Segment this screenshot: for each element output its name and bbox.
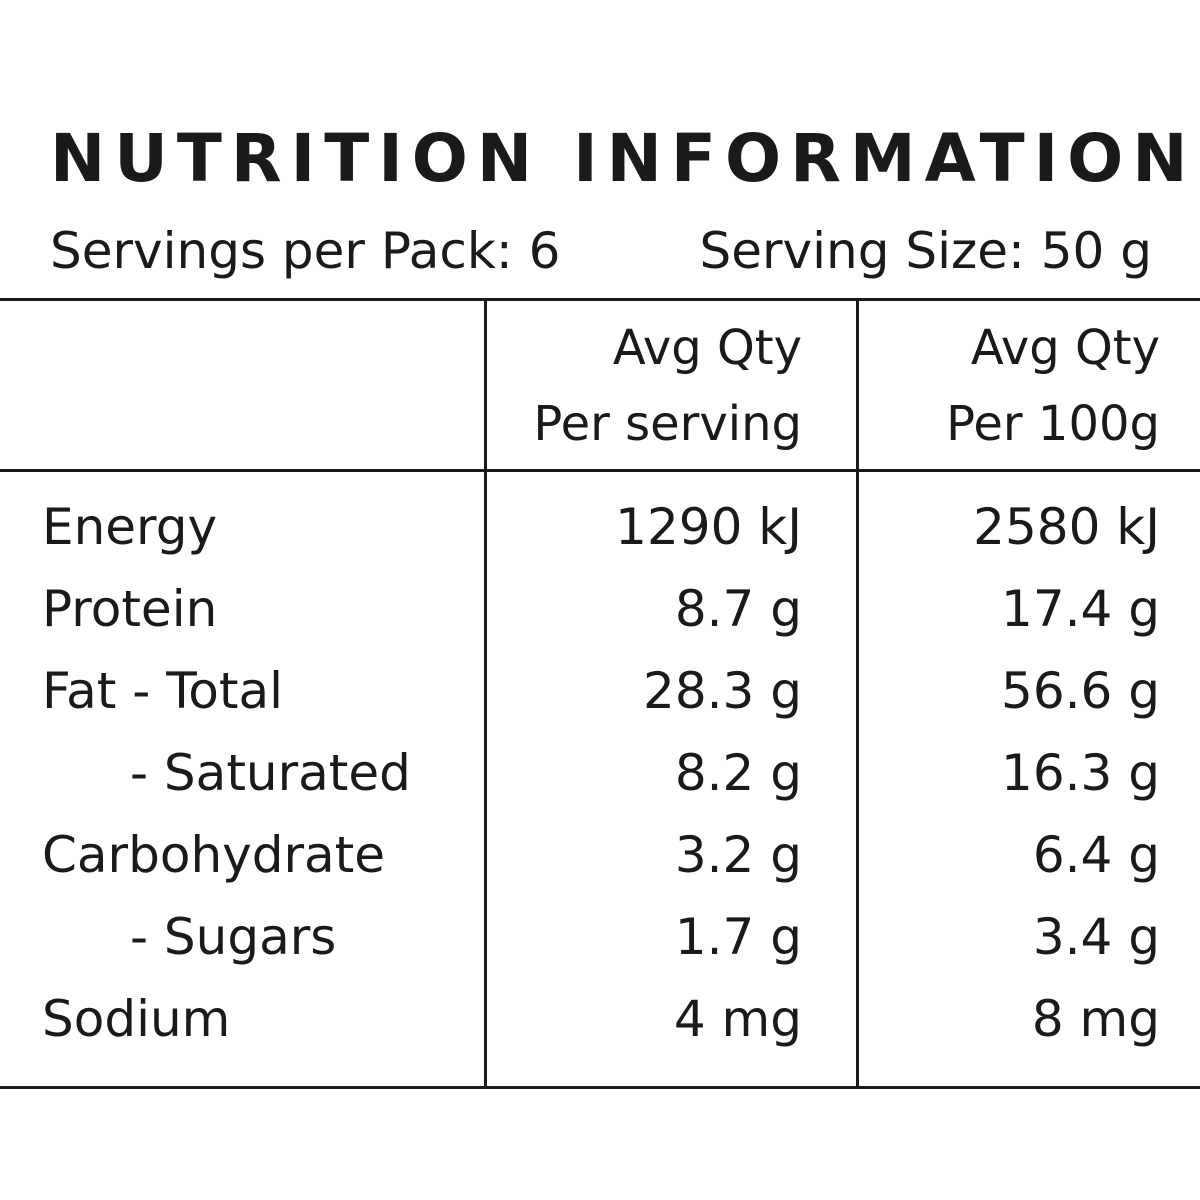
value: 3.2 g xyxy=(674,826,802,884)
serving-size: Serving Size: 50 g xyxy=(699,222,1153,280)
nutrient: Energy xyxy=(42,498,218,556)
nutrient: Carbohydrate xyxy=(42,826,386,884)
column-rule xyxy=(484,300,487,1088)
rule xyxy=(0,469,1200,472)
value: 8 mg xyxy=(1031,990,1160,1048)
column-header: Avg Qty xyxy=(612,320,802,376)
servings: Servings per Pack: 6 xyxy=(50,222,561,280)
value: 56.6 g xyxy=(1001,662,1160,720)
nutrient: - Saturated xyxy=(130,744,411,802)
value: 28.3 g xyxy=(643,662,802,720)
value: 3.4 g xyxy=(1032,908,1160,966)
value: 17.4 g xyxy=(1001,580,1160,638)
value: 8.2 g xyxy=(674,744,802,802)
column-header: Per serving xyxy=(533,396,802,452)
column-header: Avg Qty xyxy=(970,320,1160,376)
nutrient: Fat - Total xyxy=(42,662,284,720)
value: 16.3 g xyxy=(1001,744,1160,802)
rule xyxy=(0,298,1200,301)
column-rule xyxy=(856,300,859,1088)
value: 2580 kJ xyxy=(973,498,1160,556)
value: 6.4 g xyxy=(1032,826,1160,884)
nutrient: Protein xyxy=(42,580,218,638)
rule xyxy=(0,1086,1200,1089)
value: 1290 kJ xyxy=(615,498,802,556)
column-header: Per 100g xyxy=(946,396,1160,452)
value: 8.7 g xyxy=(674,580,802,638)
title: NUTRITION INFORMATION xyxy=(50,120,1197,197)
value: 1.7 g xyxy=(674,908,802,966)
nutrient: - Sugars xyxy=(130,908,337,966)
value: 4 mg xyxy=(673,990,802,1048)
nutrient: Sodium xyxy=(42,990,231,1048)
